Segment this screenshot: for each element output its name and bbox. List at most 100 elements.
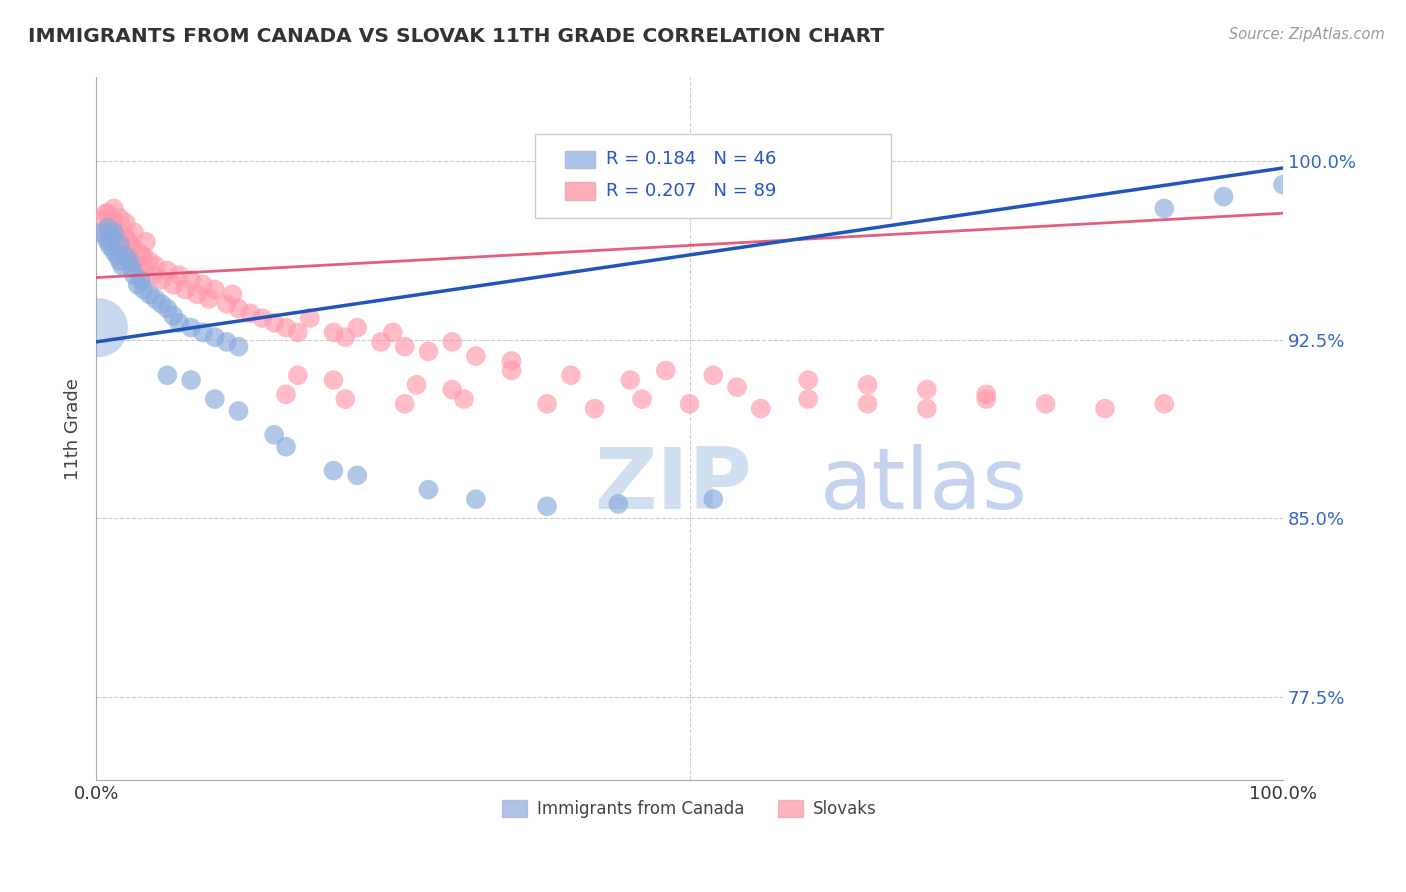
Point: [129, 249, 152, 263]
Point: [974, 392, 997, 406]
Point: [142, 268, 165, 283]
Point: [1272, 178, 1295, 192]
Point: [215, 297, 238, 311]
Text: R = 0.184   N = 46: R = 0.184 N = 46: [606, 150, 778, 168]
Point: [287, 368, 309, 383]
Point: [204, 283, 226, 297]
Point: [370, 334, 392, 349]
Point: [215, 334, 238, 349]
Point: [453, 392, 475, 406]
Point: [180, 273, 202, 287]
Point: [138, 287, 160, 301]
Point: [335, 392, 357, 406]
Point: [162, 309, 184, 323]
Point: [150, 297, 173, 311]
Point: [118, 235, 141, 249]
Point: [103, 216, 125, 230]
Point: [103, 230, 125, 244]
Point: [111, 259, 134, 273]
Point: [441, 383, 464, 397]
Point: [121, 253, 143, 268]
Point: [180, 373, 202, 387]
Point: [263, 316, 285, 330]
Point: [441, 334, 464, 349]
Point: [150, 273, 173, 287]
Point: [631, 392, 654, 406]
Point: [180, 320, 202, 334]
Point: [221, 287, 243, 301]
Point: [322, 373, 344, 387]
Point: [145, 259, 167, 273]
Point: [322, 464, 344, 478]
Point: [464, 492, 486, 507]
Point: [191, 277, 214, 292]
Point: [405, 377, 427, 392]
Point: [204, 330, 226, 344]
Point: [122, 268, 145, 283]
Point: [346, 320, 368, 334]
Point: [127, 277, 149, 292]
Point: [174, 283, 197, 297]
Point: [100, 213, 122, 227]
Point: [464, 349, 486, 363]
Point: [132, 249, 155, 263]
Point: [156, 301, 179, 316]
Point: [107, 235, 129, 249]
Point: [156, 263, 179, 277]
Point: [263, 427, 285, 442]
Point: [127, 244, 149, 259]
Point: [118, 253, 141, 268]
Point: [122, 225, 145, 239]
Point: [501, 363, 523, 377]
Point: [915, 383, 938, 397]
Point: [108, 211, 131, 225]
Point: [114, 216, 136, 230]
Point: [702, 492, 724, 507]
Point: [1212, 189, 1234, 203]
Point: [135, 235, 157, 249]
Point: [127, 259, 149, 273]
Point: [107, 249, 129, 263]
Point: [418, 344, 440, 359]
Point: [619, 373, 641, 387]
Point: [1153, 202, 1175, 216]
Point: [108, 253, 131, 268]
Point: [298, 311, 321, 326]
Text: IMMIGRANTS FROM CANADA VS SLOVAK 11TH GRADE CORRELATION CHART: IMMIGRANTS FROM CANADA VS SLOVAK 11TH GR…: [28, 27, 884, 45]
FancyBboxPatch shape: [565, 151, 595, 168]
Point: [121, 261, 143, 276]
Point: [607, 497, 630, 511]
Point: [274, 387, 297, 401]
Point: [94, 230, 117, 244]
Point: [98, 239, 121, 253]
Point: [560, 368, 582, 383]
Point: [103, 244, 125, 259]
Point: [346, 468, 368, 483]
Point: [678, 397, 700, 411]
Point: [191, 326, 214, 340]
FancyBboxPatch shape: [536, 134, 891, 218]
Point: [322, 326, 344, 340]
Point: [335, 330, 357, 344]
Text: ZIP: ZIP: [595, 443, 752, 526]
Y-axis label: 11th Grade: 11th Grade: [65, 378, 82, 480]
Point: [394, 340, 416, 354]
Point: [725, 380, 748, 394]
Point: [111, 244, 134, 259]
Point: [103, 225, 125, 239]
Point: [1035, 397, 1057, 411]
Point: [108, 239, 131, 253]
Text: atlas: atlas: [820, 443, 1028, 526]
Point: [1153, 397, 1175, 411]
Point: [108, 237, 131, 252]
Point: [103, 202, 125, 216]
Text: R = 0.207   N = 89: R = 0.207 N = 89: [606, 182, 778, 200]
Legend: Immigrants from Canada, Slovaks: Immigrants from Canada, Slovaks: [496, 793, 883, 825]
Point: [132, 263, 155, 277]
Point: [501, 354, 523, 368]
Point: [118, 249, 141, 263]
Point: [228, 404, 250, 418]
Point: [583, 401, 606, 416]
Point: [97, 206, 120, 220]
Point: [121, 239, 143, 253]
